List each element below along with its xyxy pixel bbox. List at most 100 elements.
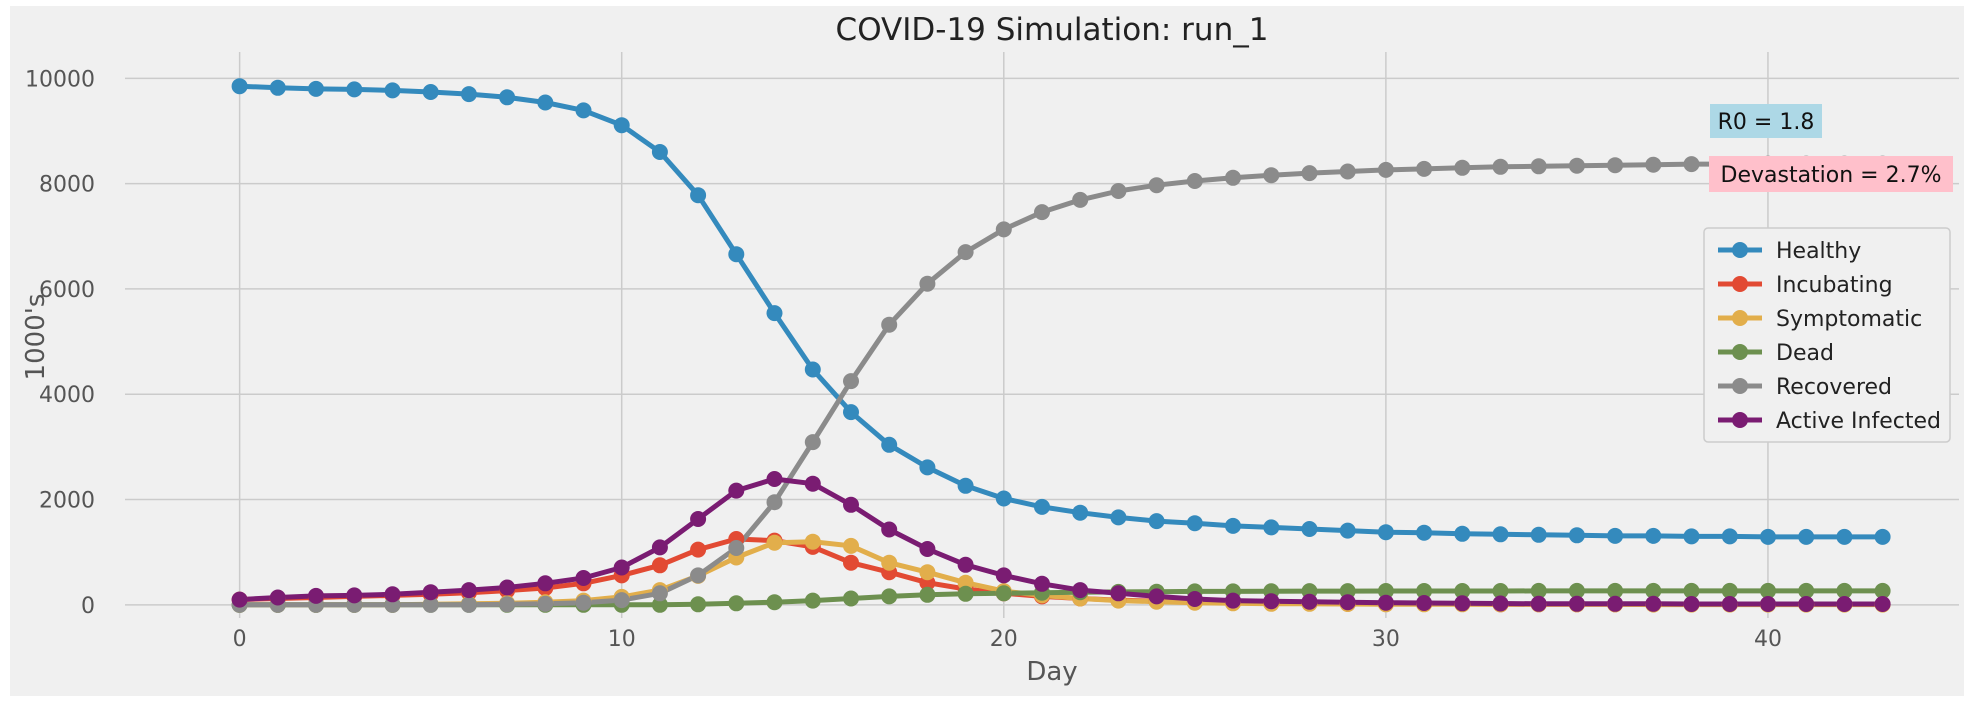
data-point-healthy-41 [1798,528,1815,545]
y-tick-label-5: 10000 [25,67,95,92]
data-point-symptomatic-19 [957,574,974,591]
data-point-active-infected-19 [957,556,974,573]
data-point-healthy-17 [881,436,898,453]
data-point-dead-20 [995,585,1012,602]
data-point-recovered-35 [1568,157,1585,174]
data-point-recovered-11 [651,585,668,602]
data-point-recovered-25 [1186,173,1203,189]
data-point-active-infected-40 [1760,596,1776,612]
data-point-recovered-24 [1148,177,1165,194]
y-tick-label-4: 8000 [39,173,95,198]
data-point-dead-31 [1416,583,1433,599]
annotation-r0-text: R0 = 1.8 [1718,110,1815,135]
data-point-dead-32 [1454,583,1471,599]
data-point-active-infected-33 [1492,595,1509,612]
legend-label-dead: Dead [1776,341,1834,366]
legend-label-active-infected: Active Infected [1776,409,1941,434]
x-tick-label-2: 20 [990,627,1018,652]
data-point-dead-33 [1492,583,1509,599]
data-point-active-infected-25 [1186,591,1203,607]
y-tick-label-2: 4000 [39,383,95,408]
x-tick-label-3: 30 [1372,627,1400,652]
data-point-recovered-29 [1339,163,1356,180]
data-point-recovered-30 [1377,161,1394,178]
data-point-dead-19 [957,585,974,602]
data-point-healthy-12 [690,187,707,204]
legend-label-healthy: Healthy [1776,239,1861,264]
data-point-recovered-27 [1263,167,1280,184]
data-point-active-infected-41 [1798,596,1815,612]
x-axis-label: Day [1026,657,1077,687]
data-point-active-infected-3 [346,587,363,604]
data-point-healthy-11 [651,144,668,160]
data-point-healthy-28 [1301,521,1318,537]
data-point-active-infected-38 [1683,596,1700,612]
data-point-incubating-12 [690,541,707,558]
data-point-active-infected-26 [1225,592,1241,609]
legend-swatch-marker-recovered [1732,378,1748,394]
data-point-active-infected-9 [575,570,592,586]
x-tick-label-1: 10 [608,627,636,652]
legend-entry-recovered: Recovered [1718,375,1892,400]
x-tick-labels: 0 10 20 30 40 [233,627,1782,652]
data-point-dead-42 [1836,582,1853,599]
data-point-dead-35 [1568,582,1585,599]
data-point-healthy-27 [1263,519,1280,536]
data-point-recovered-21 [1034,204,1050,221]
data-point-healthy-10 [613,117,630,134]
data-point-recovered-19 [957,244,974,261]
data-point-recovered-13 [728,540,745,556]
data-point-healthy-36 [1607,527,1624,544]
data-point-healthy-6 [460,86,477,103]
data-point-dead-37 [1645,582,1662,599]
legend-label-recovered: Recovered [1776,375,1892,400]
data-point-symptomatic-17 [881,554,898,571]
data-point-healthy-2 [308,80,324,97]
legend-entry-incubating: Incubating [1718,273,1893,298]
data-point-dead-16 [843,590,859,607]
data-point-healthy-13 [728,246,745,263]
data-point-recovered-20 [995,221,1012,238]
data-point-healthy-18 [919,459,936,476]
data-point-recovered-5 [422,596,439,613]
series-markers-healthy [231,78,1891,545]
data-point-active-infected-13 [728,482,745,499]
data-point-active-infected-32 [1454,595,1471,612]
data-point-recovered-38 [1683,156,1700,173]
data-point-symptomatic-14 [766,534,783,551]
chart-title: COVID-19 Simulation: run_1 [836,12,1269,48]
data-point-recovered-6 [460,596,477,613]
data-point-dead-36 [1607,582,1624,599]
legend-swatch-marker-dead [1732,344,1748,360]
data-point-healthy-31 [1416,524,1433,541]
data-point-recovered-18 [919,275,936,292]
x-tick-label-4: 40 [1754,627,1782,652]
legend-label-incubating: Incubating [1776,273,1893,298]
data-point-active-infected-37 [1645,595,1662,612]
data-point-recovered-17 [881,316,898,333]
data-point-healthy-21 [1034,498,1050,515]
data-point-healthy-14 [766,305,783,322]
data-point-dead-13 [728,595,745,612]
data-point-healthy-16 [843,404,859,421]
data-point-active-infected-31 [1416,595,1433,611]
data-point-active-infected-8 [537,575,554,592]
data-point-healthy-23 [1110,509,1127,526]
data-point-active-infected-36 [1607,595,1624,612]
data-point-dead-14 [766,594,783,611]
data-point-recovered-14 [766,494,783,511]
data-point-active-infected-34 [1530,595,1547,612]
data-point-active-infected-0 [231,591,248,608]
legend-label-symptomatic: Symptomatic [1776,307,1922,332]
data-point-healthy-3 [346,81,363,98]
data-point-active-infected-7 [499,579,516,596]
plot-area [125,52,1959,618]
data-point-symptomatic-16 [843,537,859,554]
data-point-healthy-37 [1645,527,1662,544]
annotation-devastation-box [1709,156,1953,192]
data-point-recovered-33 [1492,158,1509,175]
data-point-healthy-5 [422,84,439,100]
annotation-r0-box [1710,104,1822,138]
data-point-active-infected-15 [804,475,821,492]
data-point-dead-12 [690,596,707,613]
